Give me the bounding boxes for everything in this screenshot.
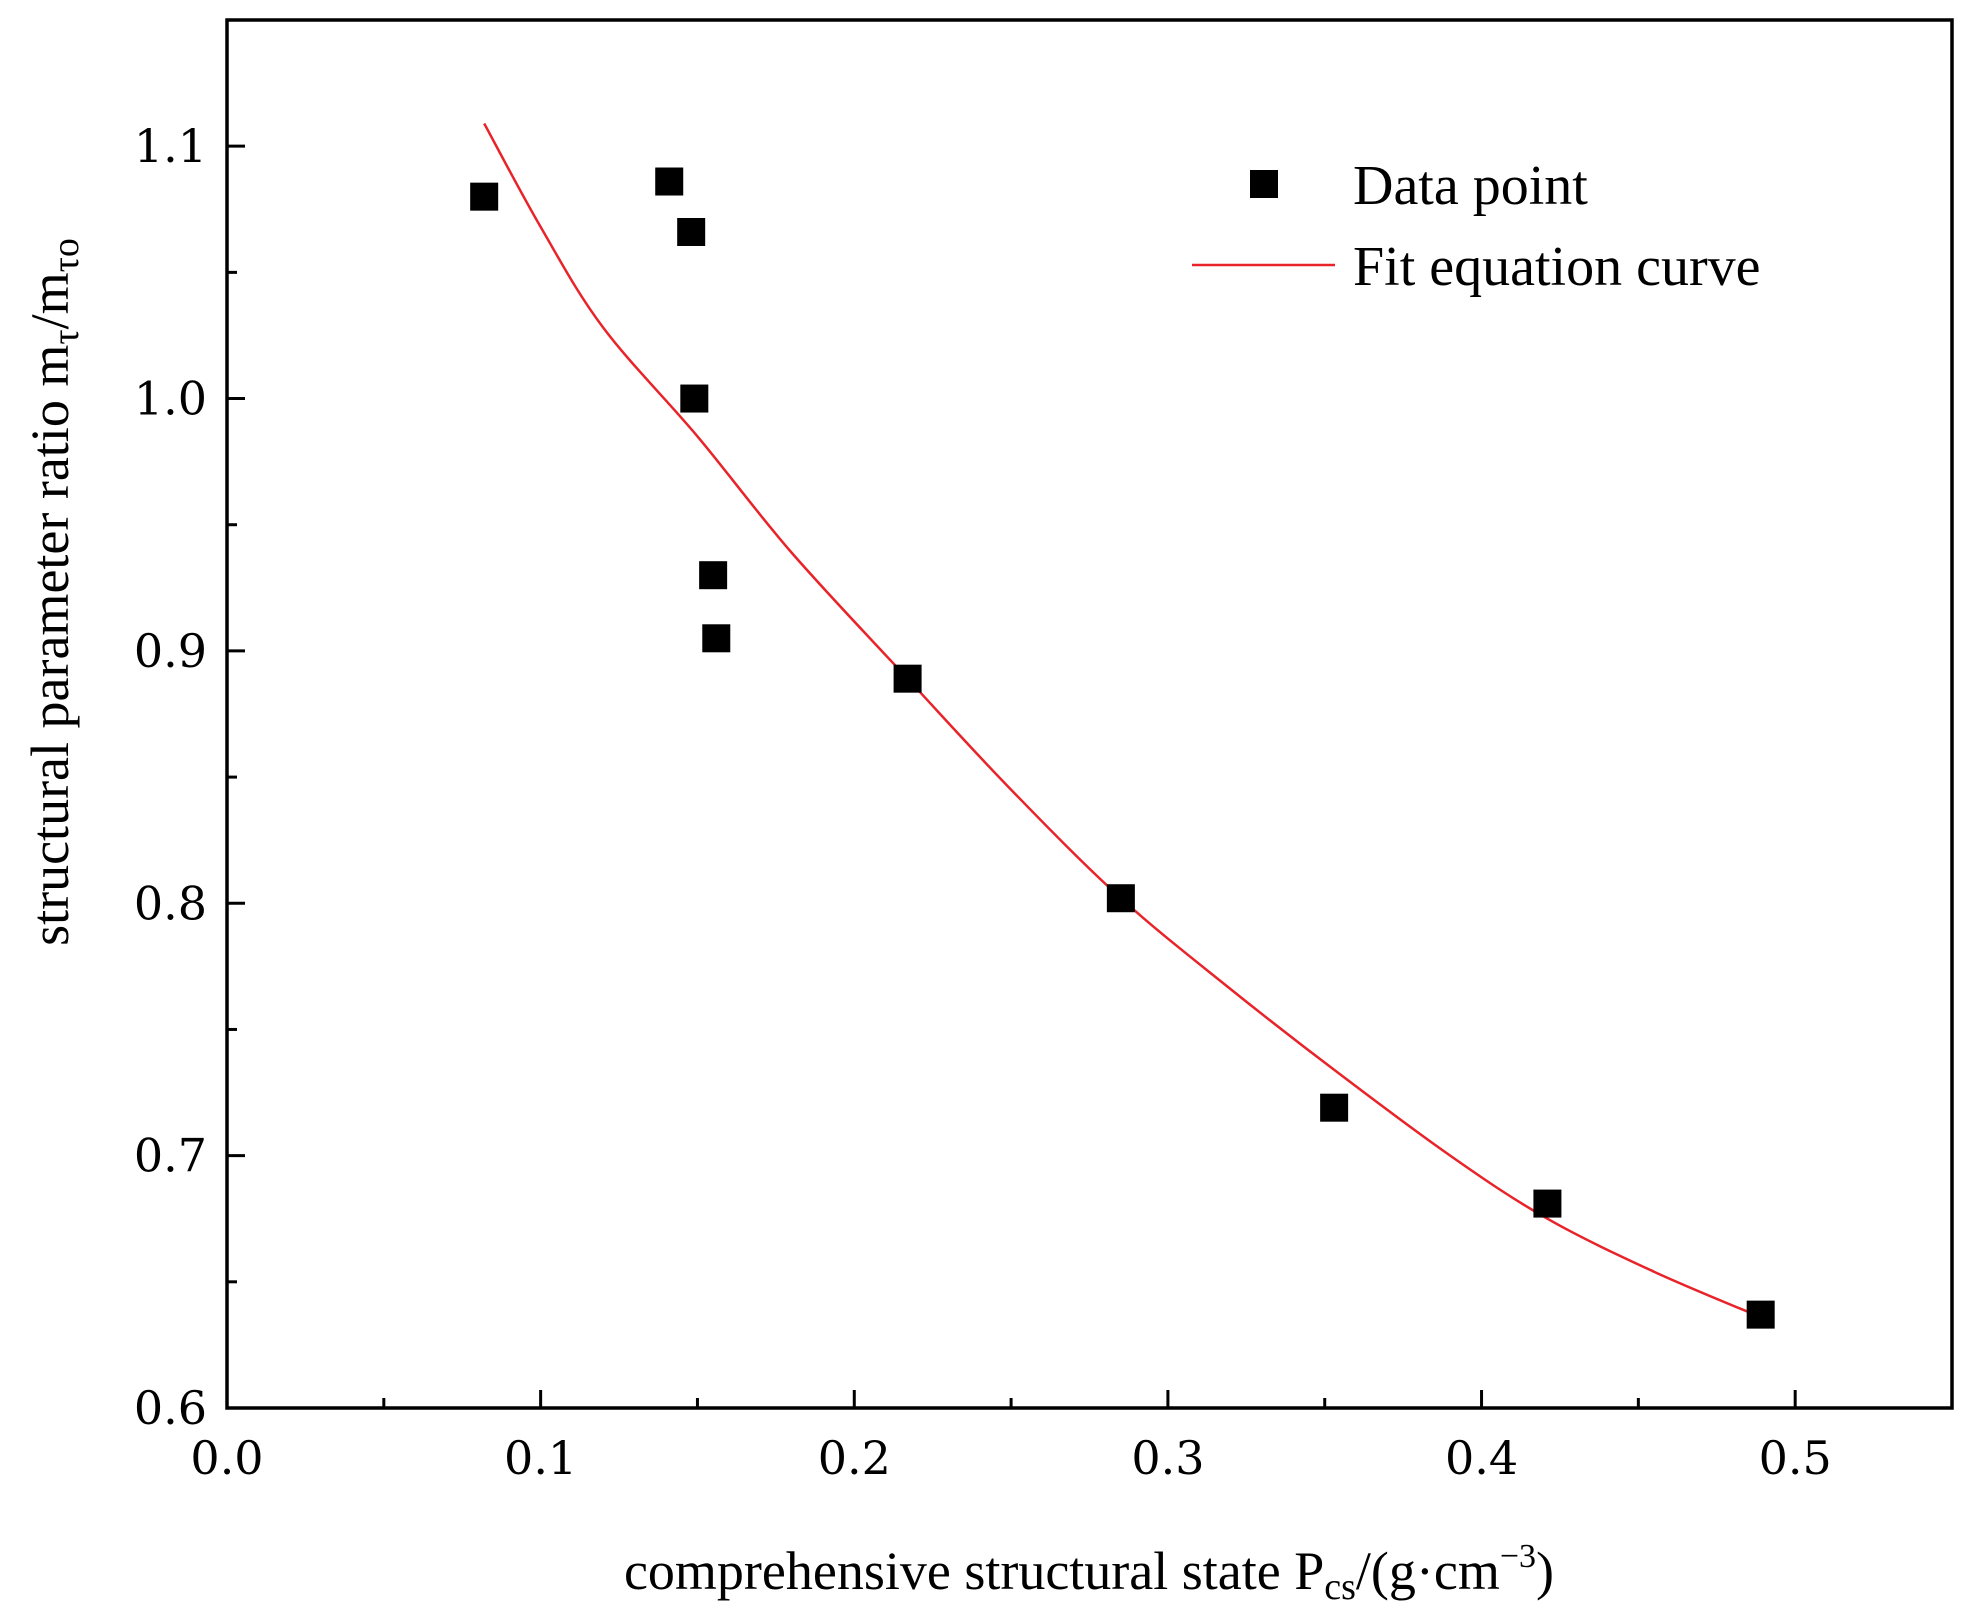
y-tick-label: 1.0 [134, 372, 207, 426]
y-tick-label: 1.1 [134, 119, 207, 173]
y-axis-title: structural parameter ratio mτ/mτo [20, 238, 87, 946]
plot-frame [225, 18, 1954, 1410]
data-point-marker [893, 664, 922, 693]
data-point-marker [702, 624, 731, 653]
x-axis-tick-labels: 0.0 0.1 0.2 0.3 0.4 0.5 [190, 1431, 1831, 1485]
data-point-marker [1746, 1300, 1775, 1329]
x-tick-label: 0.3 [1131, 1431, 1204, 1485]
y-axis-tick-labels: 0.6 0.7 0.8 0.9 1.0 1.1 [134, 119, 207, 1435]
fit-curve-line [483, 122, 1762, 1319]
y-tick-label: 0.9 [134, 624, 207, 678]
data-point-marker [677, 217, 706, 246]
x-tick-label: 0.1 [504, 1431, 577, 1485]
x-tick-label: 0.2 [818, 1431, 891, 1485]
y-axis-ticks [227, 144, 245, 1410]
data-point-marker [470, 182, 499, 211]
legend-label-fit-curve: Fit equation curve [1353, 236, 1760, 298]
x-axis-ticks [225, 1390, 1954, 1408]
y-tick-label: 0.6 [134, 1381, 207, 1435]
data-point-marker [1106, 884, 1135, 913]
y-tick-label: 0.7 [134, 1129, 207, 1183]
x-axis-title: comprehensive structural state Pcs/(g·cm… [624, 1538, 1554, 1608]
x-tick-label: 0.5 [1759, 1431, 1832, 1485]
data-point-marker [1533, 1189, 1562, 1218]
legend-label-data-point: Data point [1353, 155, 1588, 217]
data-point-marker [655, 167, 684, 196]
legend-marker-data-point [1250, 170, 1278, 198]
y-tick-label: 0.8 [134, 876, 207, 930]
legend: Data point Fit equation curve [1192, 155, 1760, 298]
data-point-marker [699, 561, 728, 590]
data-point-marker [1320, 1093, 1349, 1122]
data-point-marker [680, 384, 709, 413]
x-tick-label: 0.4 [1445, 1431, 1518, 1485]
data-points [470, 167, 1775, 1329]
x-tick-label: 0.0 [190, 1431, 263, 1485]
